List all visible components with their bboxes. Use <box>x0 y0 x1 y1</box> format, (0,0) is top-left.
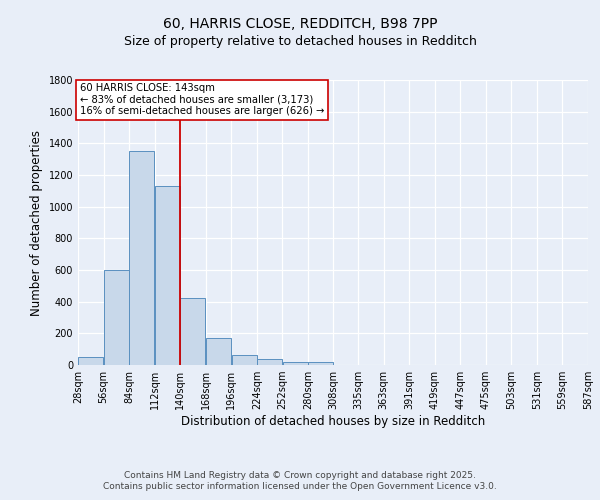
Text: 60, HARRIS CLOSE, REDDITCH, B98 7PP: 60, HARRIS CLOSE, REDDITCH, B98 7PP <box>163 18 437 32</box>
Bar <box>155 186 180 365</box>
Bar <box>104 270 129 365</box>
Bar <box>308 362 333 365</box>
Text: 60 HARRIS CLOSE: 143sqm
← 83% of detached houses are smaller (3,173)
16% of semi: 60 HARRIS CLOSE: 143sqm ← 83% of detache… <box>80 83 324 116</box>
Bar <box>257 358 282 365</box>
Bar <box>283 362 308 365</box>
Text: Size of property relative to detached houses in Redditch: Size of property relative to detached ho… <box>124 35 476 48</box>
Bar <box>232 354 257 365</box>
Bar <box>206 338 231 365</box>
Bar <box>78 357 103 365</box>
Text: Contains HM Land Registry data © Crown copyright and database right 2025.: Contains HM Land Registry data © Crown c… <box>124 471 476 480</box>
Bar <box>130 151 154 365</box>
X-axis label: Distribution of detached houses by size in Redditch: Distribution of detached houses by size … <box>181 415 485 428</box>
Text: Contains public sector information licensed under the Open Government Licence v3: Contains public sector information licen… <box>103 482 497 491</box>
Bar <box>181 298 205 365</box>
Y-axis label: Number of detached properties: Number of detached properties <box>30 130 43 316</box>
